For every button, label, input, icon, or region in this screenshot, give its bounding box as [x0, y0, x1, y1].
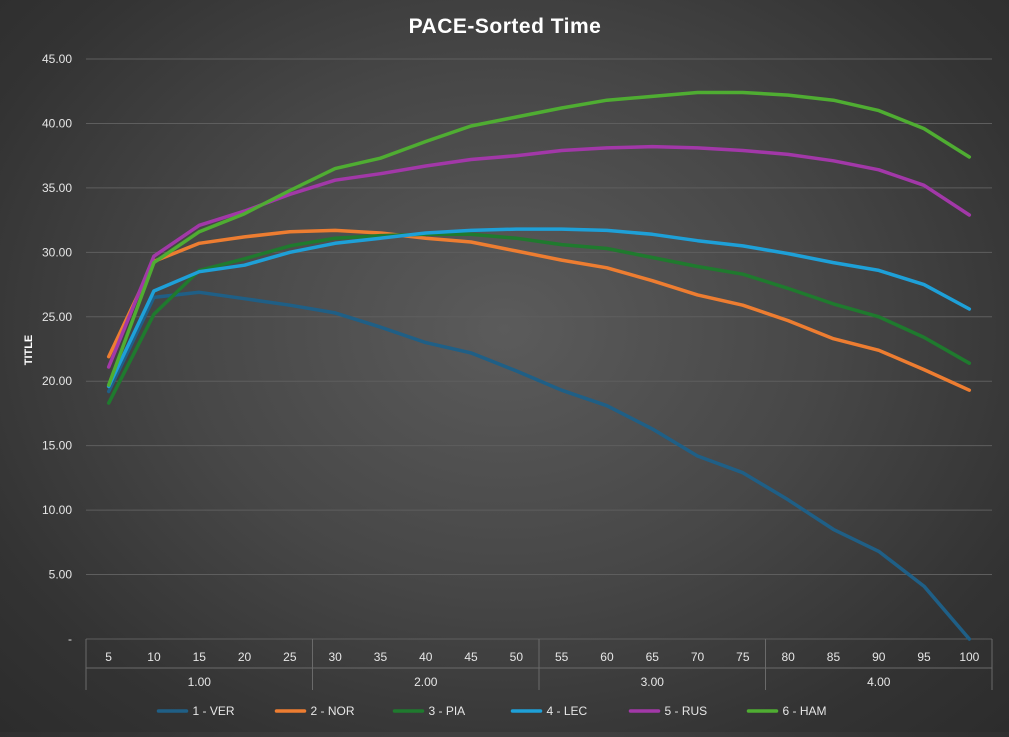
series-line	[106, 232, 972, 405]
legend-label: 1 - VER	[193, 704, 235, 718]
x-tick-label: 40	[419, 650, 433, 664]
series-line	[106, 90, 972, 387]
y-tick-label: -	[68, 632, 72, 646]
x-tick-label: 50	[510, 650, 524, 664]
legend-label: 5 - RUS	[665, 704, 708, 718]
x-axis: 5 10 15 20 25 30 35 40 45 50 55 60 65 70 75 80 85 90 95 100…	[85, 639, 993, 690]
legend-item: 1 - VER	[156, 704, 235, 718]
series-line	[106, 290, 972, 641]
x-tick-label: 80	[781, 650, 795, 664]
x-tick-label: 85	[827, 650, 841, 664]
x-tick-label: 15	[193, 650, 207, 664]
x-tick-label: 45	[464, 650, 478, 664]
x-tick-label: 75	[736, 650, 750, 664]
x-group-label: 1.00	[188, 675, 212, 689]
legend-item: 3 - PIA	[392, 704, 466, 718]
x-tick-label: 30	[328, 650, 342, 664]
x-tick-label: 65	[646, 650, 660, 664]
legend-item: 4 - LEC	[510, 704, 588, 718]
x-tick-label: 90	[872, 650, 886, 664]
y-tick-label: 40.00	[42, 116, 72, 130]
legend-label: 2 - NOR	[311, 704, 355, 718]
y-tick-label: 20.00	[42, 374, 72, 388]
y-tick-label: 35.00	[42, 181, 72, 195]
x-tick-label: 10	[147, 650, 161, 664]
x-tick-label: 20	[238, 650, 252, 664]
y-tick-label: 45.00	[42, 52, 72, 66]
legend-item: 2 - NOR	[274, 704, 355, 718]
legend-label: 6 - HAM	[783, 704, 827, 718]
legend-item: 5 - RUS	[628, 704, 708, 718]
legend-item: 6 - HAM	[746, 704, 827, 718]
chart-title: PACE-Sorted Time	[409, 15, 602, 38]
y-tick-label: 10.00	[42, 503, 72, 517]
x-tick-label: 5	[105, 650, 112, 664]
x-tick-label: 70	[691, 650, 705, 664]
y-tick-label: 5.00	[49, 568, 73, 582]
x-tick-label: 25	[283, 650, 297, 664]
series-line	[106, 227, 972, 389]
x-tick-label: 60	[600, 650, 614, 664]
x-group-label: 4.00	[867, 675, 891, 689]
x-tick-label: 95	[917, 650, 931, 664]
x-tick-label: 100	[959, 650, 979, 664]
y-tick-label: 30.00	[42, 245, 72, 259]
x-tick-label: 35	[374, 650, 388, 664]
y-axis-label: TITLE	[23, 335, 35, 366]
x-group-label: 2.00	[414, 675, 438, 689]
series-line	[106, 228, 972, 392]
series-lines	[106, 90, 972, 641]
x-tick-label: 55	[555, 650, 569, 664]
y-tick-label: 25.00	[42, 310, 72, 324]
x-group-label: 3.00	[641, 675, 665, 689]
legend-label: 3 - PIA	[429, 704, 466, 718]
legend: 1 - VER 2 - NOR 3 - PIA 4 - LEC 5 - RUS 6 - H…	[156, 704, 827, 718]
legend-label: 4 - LEC	[547, 704, 588, 718]
y-tick-label: 15.00	[42, 439, 72, 453]
gridlines: - 5.00 10.00 15.00 20.00 25.00 30.00 35.00 40.00…	[42, 52, 992, 646]
